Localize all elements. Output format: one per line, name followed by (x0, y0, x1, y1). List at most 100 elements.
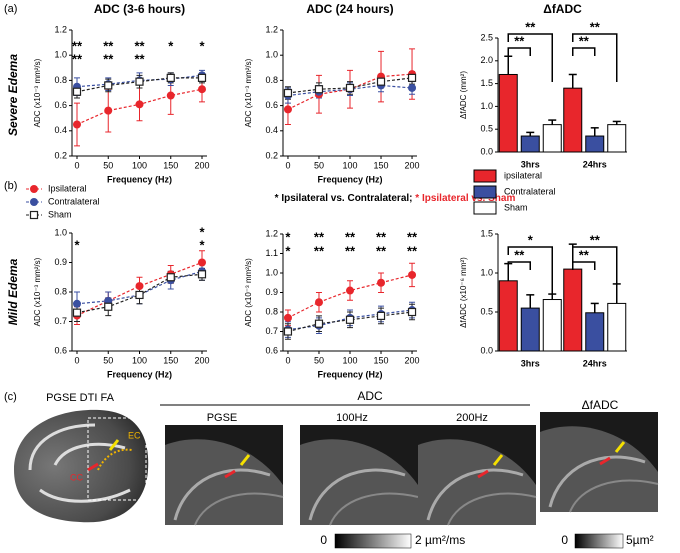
marker (73, 120, 81, 129)
arrow (87, 462, 99, 472)
significance-mark: * (199, 237, 205, 252)
bar (542, 124, 562, 153)
arrow (224, 469, 236, 479)
y-tick-label: 0.6 (54, 345, 67, 355)
significance-mark: ** (590, 232, 601, 247)
marker (135, 282, 144, 291)
x-tick-label: 50 (103, 160, 113, 170)
colorbar-label: 0 (320, 533, 327, 547)
x-axis-label: Frequency (Hz) (317, 174, 382, 184)
significance-legend: * Ipsilateral vs. Contralateral; * Ipsil… (275, 193, 516, 204)
arrow (614, 441, 626, 453)
marker (345, 315, 355, 324)
significance-mark: ** (376, 229, 387, 244)
marker (314, 298, 323, 307)
chart-title: ADC (24 hours) (306, 2, 393, 16)
significance-mark: ** (134, 51, 145, 66)
significance-mark: ** (579, 247, 590, 262)
marker (72, 87, 82, 96)
y-tick-label: 1.1 (265, 248, 278, 258)
significance-mark: ** (314, 243, 325, 258)
image-title: PGSE DTI FA (46, 392, 115, 404)
x-tick-label: 100 (132, 355, 147, 365)
significance-mark: * (528, 232, 534, 247)
y-tick-label: 0.2 (265, 150, 278, 160)
y-tick-label: 0.0 (480, 146, 493, 156)
significance-mark: * (199, 38, 205, 53)
legend-marker (30, 198, 38, 206)
marker (135, 290, 144, 300)
significance-bracket (572, 246, 618, 295)
y-tick-label: 0.5 (480, 306, 493, 316)
mri-tissue (165, 439, 283, 525)
x-tick-label: 50 (314, 160, 324, 170)
image-title: 100Hz (336, 412, 368, 424)
bar (585, 312, 605, 352)
marker (408, 270, 417, 279)
y-tick-label: 0.7 (265, 326, 278, 336)
image-title: ΔfADC (582, 398, 619, 412)
marker (376, 77, 386, 86)
marker (72, 308, 82, 317)
marker (345, 83, 355, 93)
chart-title: ADC (3-6 hours) (94, 2, 185, 16)
significance-mark: ** (590, 19, 601, 34)
y-tick-label: 0.4 (54, 125, 67, 135)
marker (166, 91, 175, 100)
marker (407, 307, 417, 317)
bar (520, 307, 540, 352)
y-tick-label: 0.6 (265, 100, 278, 110)
legend-text: Sham (504, 202, 528, 212)
significance-mark: ** (134, 38, 145, 53)
legend-text: * Ipsilateral vs. Contralateral; (275, 193, 416, 204)
x-tick-label: 0 (74, 355, 79, 365)
mri-tissue (540, 426, 658, 512)
significance-mark: ** (376, 243, 387, 258)
legend-text: ipsilateral (504, 170, 542, 180)
legend-swatch (473, 201, 497, 215)
y-tick-label: 0.4 (265, 125, 278, 135)
panel-label: (b) (4, 180, 17, 192)
colorbar-label: 2 µm²/ms (415, 533, 465, 547)
row-label: Severe Edema (6, 54, 20, 136)
marker (377, 278, 386, 287)
series-line (287, 309, 413, 331)
x-tick-label: 24hrs (583, 358, 607, 368)
marker (198, 85, 206, 94)
legend-text: Contralateral (48, 196, 100, 206)
chart-title: ΔfADC (543, 2, 582, 16)
significance-mark: ** (72, 38, 83, 53)
mri-structure (173, 468, 271, 521)
bar (498, 280, 518, 352)
marker (104, 302, 113, 311)
marker (314, 85, 324, 94)
marker (376, 311, 386, 320)
mri-tissue (300, 439, 418, 525)
marker (283, 105, 292, 114)
significance-bracket (507, 246, 553, 295)
y-tick-label: 0.0 (480, 345, 493, 355)
y-axis-label: ΔfADC (mm²) (459, 71, 468, 119)
bar (563, 87, 583, 153)
significance-mark: * (285, 243, 291, 258)
image-title: ADC (357, 389, 383, 403)
significance-mark: ** (345, 243, 356, 258)
mri-tissue (418, 439, 536, 525)
marker (314, 319, 324, 328)
y-tick-label: 1.2 (265, 228, 278, 238)
series-line (76, 77, 202, 93)
colorbar-label: 5µm² (626, 533, 654, 547)
mri-structure (194, 492, 284, 526)
x-tick-label: 100 (342, 160, 357, 170)
y-tick-label: 1.0 (265, 50, 278, 60)
bar (607, 302, 627, 352)
significance-mark: * (285, 229, 291, 244)
y-tick-label: 0.8 (265, 306, 278, 316)
marker (346, 286, 354, 295)
y-tick-label: 0.8 (265, 75, 278, 85)
row-label: Mild Edema (6, 258, 20, 325)
bar (585, 135, 605, 153)
legend-marker (29, 210, 39, 220)
significance-mark: * (74, 237, 80, 252)
